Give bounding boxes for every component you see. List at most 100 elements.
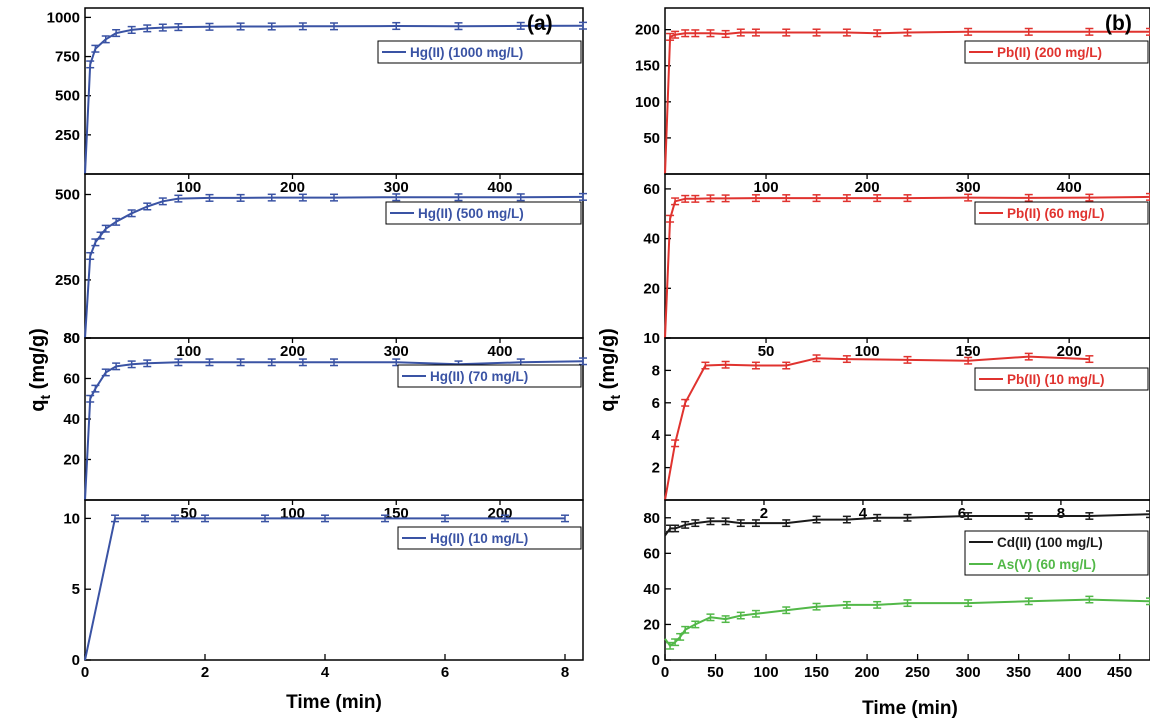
x-tick-label: 0 (81, 664, 89, 681)
y-tick-label: 500 (55, 187, 80, 204)
x-tick-label: 150 (804, 664, 829, 681)
top-tick-label: 100 (855, 343, 880, 360)
legend-label: Cd(II) (100 mg/L) (997, 535, 1103, 550)
top-tick-label: 300 (956, 179, 981, 196)
top-tick-label: 200 (1057, 343, 1082, 360)
x-tick-label: 8 (561, 664, 569, 681)
plot-frame (84, 499, 584, 661)
y-tick-label: 40 (643, 231, 660, 248)
top-tick-label: 200 (280, 343, 305, 360)
top-tick-label: 2 (760, 505, 768, 522)
y-tick-label: 0 (652, 652, 660, 669)
top-tick-label: 300 (384, 179, 409, 196)
x-tick-label: 250 (905, 664, 930, 681)
legend-label: Hg(II) (500 mg/L) (418, 206, 524, 221)
y-tick-label: 4 (652, 427, 661, 444)
y-tick-label: 10 (643, 330, 660, 347)
legend-box (397, 364, 582, 388)
y-tick-label: 60 (63, 371, 80, 388)
series-line (664, 513, 1150, 537)
top-tick-label: 200 (487, 505, 512, 522)
x-tick-label: 400 (1057, 664, 1082, 681)
y-tick-label: 80 (63, 330, 80, 347)
y-tick-label: 250 (55, 127, 80, 144)
x-tick-label: 300 (956, 664, 981, 681)
y-tick-label: 200 (635, 22, 660, 39)
y-tick-label: 80 (63, 330, 80, 347)
top-tick-label: 200 (855, 179, 880, 196)
legend-label: Hg(II) (10 mg/L) (430, 531, 528, 546)
y-tick-label: 8 (652, 362, 660, 379)
top-tick-label: 100 (176, 179, 201, 196)
legend-box (974, 367, 1149, 391)
legend-box (974, 201, 1149, 225)
y-tick-label: 20 (63, 452, 80, 469)
y-tick-label: 60 (643, 545, 660, 562)
x-tick-label: 4 (321, 664, 330, 681)
x-tick-label: 200 (855, 664, 880, 681)
y-tick-label: 100 (635, 94, 660, 111)
top-tick-label: 100 (176, 343, 201, 360)
y-tick-label: 20 (643, 280, 660, 297)
legend-label: Hg(II) (1000 mg/L) (410, 45, 523, 60)
y-tick-label: 40 (643, 581, 660, 598)
legend-box (377, 40, 582, 64)
top-tick-label: 150 (956, 343, 981, 360)
x-tick-label: 0 (661, 664, 669, 681)
legend-label: Pb(II) (60 mg/L) (1007, 206, 1105, 221)
top-tick-label: 4 (859, 505, 868, 522)
top-tick-label: 400 (487, 179, 512, 196)
x-tick-label: 50 (707, 664, 724, 681)
y-tick-label: 60 (643, 181, 660, 198)
y-tick-label: 2 (652, 460, 660, 477)
x-tick-label: 450 (1107, 664, 1132, 681)
panel-a-xlabel: Time (min) (286, 692, 382, 713)
y-tick-label: 1000 (47, 9, 80, 26)
y-tick-label: 5 (72, 581, 80, 598)
y-tick-label: 20 (643, 616, 660, 633)
legend-box (397, 526, 582, 550)
y-tick-label: 6 (652, 395, 660, 412)
legend-label: Pb(II) (10 mg/L) (1007, 372, 1105, 387)
legend-box (964, 40, 1149, 64)
panel-b-ylabel: qt (mg/g) (597, 328, 623, 412)
y-tick-label: 150 (635, 58, 660, 75)
x-tick-label: 100 (754, 664, 779, 681)
legend-label: Pb(II) (200 mg/L) (997, 45, 1102, 60)
legend-label: As(V) (60 mg/L) (997, 557, 1096, 572)
panel-a-label: (a) (527, 12, 553, 35)
top-tick-label: 6 (958, 505, 966, 522)
top-tick-label: 50 (758, 343, 775, 360)
y-tick-label: 750 (55, 49, 80, 66)
y-tick-label: 50 (643, 130, 660, 147)
panel-a-ylabel: qt (mg/g) (27, 328, 53, 412)
y-tick-label: 10 (63, 510, 80, 527)
legend-box (385, 201, 582, 225)
top-tick-label: 400 (1057, 179, 1082, 196)
top-tick-label: 400 (487, 343, 512, 360)
legend-label: Hg(II) (70 mg/L) (430, 369, 528, 384)
top-tick-label: 150 (384, 505, 409, 522)
y-tick-label: 250 (55, 272, 80, 289)
y-tick-label: 80 (643, 510, 660, 527)
x-tick-label: 6 (441, 664, 449, 681)
y-tick-label: 0 (72, 652, 80, 669)
series-line (664, 30, 1150, 175)
panel-b-label: (b) (1105, 12, 1132, 35)
y-tick-label: 500 (55, 88, 80, 105)
top-tick-label: 300 (384, 343, 409, 360)
plot-frame (664, 499, 1150, 661)
top-tick-label: 100 (280, 505, 305, 522)
series-line (84, 24, 584, 175)
plot-frame (84, 7, 584, 175)
top-tick-label: 100 (754, 179, 779, 196)
top-tick-label: 50 (180, 505, 197, 522)
top-tick-label: 8 (1057, 505, 1065, 522)
top-tick-label: 200 (280, 179, 305, 196)
panel-b-xlabel: Time (min) (862, 698, 958, 719)
x-tick-label: 350 (1006, 664, 1031, 681)
x-tick-label: 2 (201, 664, 209, 681)
y-tick-label: 40 (63, 411, 80, 428)
